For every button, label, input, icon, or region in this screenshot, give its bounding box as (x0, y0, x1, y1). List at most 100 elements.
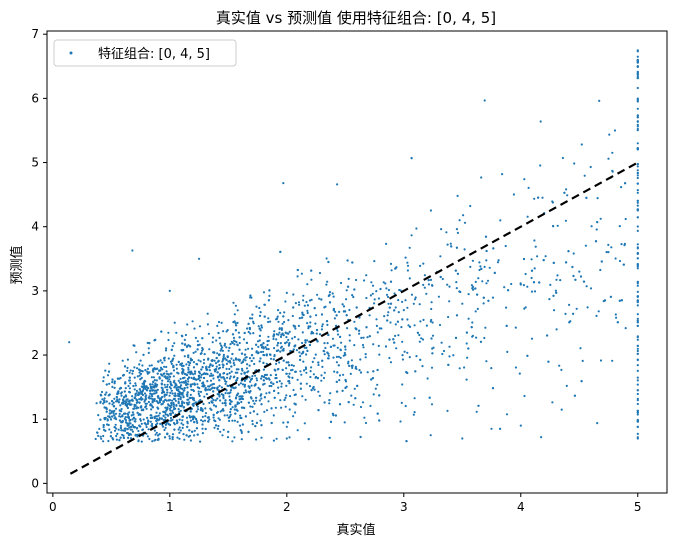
data-point (422, 283, 425, 286)
data-point (326, 351, 329, 354)
data-point (134, 433, 137, 436)
data-point (201, 427, 204, 430)
data-point (196, 340, 199, 343)
data-point (480, 267, 483, 270)
data-point (268, 289, 271, 292)
data-point (114, 423, 117, 426)
data-point (442, 349, 446, 353)
data-point (534, 245, 537, 248)
data-point (214, 405, 218, 408)
data-point (193, 399, 196, 402)
data-point (235, 408, 238, 411)
data-point (323, 350, 326, 353)
data-point (217, 367, 220, 370)
data-point (213, 359, 216, 362)
data-point (420, 337, 423, 340)
data-point (204, 389, 207, 392)
data-point (224, 357, 227, 360)
data-point (636, 317, 639, 320)
data-point (519, 283, 522, 286)
data-point (350, 394, 353, 397)
data-point (113, 397, 116, 400)
data-point (306, 283, 309, 286)
data-point (186, 323, 189, 326)
data-point (125, 398, 128, 401)
data-point (278, 361, 281, 364)
data-point (188, 364, 191, 367)
data-point (120, 407, 123, 411)
data-point (397, 311, 400, 314)
data-point (146, 435, 149, 438)
data-point (186, 377, 189, 381)
data-point (584, 244, 588, 247)
data-point (126, 406, 129, 409)
data-point (227, 430, 230, 433)
data-point (483, 99, 486, 102)
data-point (189, 393, 192, 396)
data-point (195, 417, 198, 421)
data-point (196, 348, 199, 351)
data-point (579, 275, 583, 278)
data-point (143, 381, 146, 384)
data-point (448, 345, 451, 348)
data-point (315, 328, 319, 332)
data-point (260, 403, 263, 406)
data-point (269, 353, 272, 356)
data-point (130, 428, 133, 431)
data-point (185, 393, 189, 396)
data-point (282, 182, 285, 185)
data-point (207, 388, 210, 391)
data-point (180, 364, 184, 367)
data-point (305, 353, 308, 356)
data-point (194, 370, 197, 373)
data-point (493, 271, 496, 274)
data-point (341, 389, 344, 392)
data-point (283, 398, 286, 402)
data-point (212, 398, 215, 402)
data-point (241, 369, 244, 372)
data-point (636, 304, 639, 307)
data-point (270, 407, 273, 410)
data-point (303, 369, 306, 372)
data-point (485, 249, 488, 253)
data-point (327, 354, 330, 357)
data-point (154, 433, 157, 436)
data-point (179, 384, 183, 387)
data-point (262, 353, 265, 357)
data-point (275, 338, 278, 341)
scatter-points (68, 49, 639, 443)
data-point (208, 374, 212, 377)
data-point (258, 399, 261, 402)
data-point (352, 295, 355, 299)
data-point (175, 419, 178, 422)
data-point (375, 324, 378, 327)
data-point (216, 397, 219, 400)
data-point (260, 436, 263, 439)
data-point (139, 418, 142, 421)
data-point (111, 381, 114, 384)
data-point (262, 379, 265, 382)
data-point (258, 339, 261, 342)
data-point (178, 410, 181, 413)
data-point (172, 375, 175, 378)
data-point (162, 391, 166, 394)
data-point (318, 271, 322, 275)
data-point (157, 360, 160, 363)
data-point (554, 289, 558, 292)
data-point (636, 171, 639, 175)
data-point (504, 244, 507, 248)
data-point (124, 387, 127, 390)
data-point (169, 375, 172, 378)
data-point (383, 315, 386, 318)
data-point (183, 389, 186, 392)
reference-line (69, 161, 639, 475)
data-point (233, 408, 236, 411)
data-point (469, 204, 472, 208)
data-point (353, 320, 356, 323)
data-point (134, 397, 137, 400)
data-point (310, 278, 313, 281)
data-point (171, 359, 174, 362)
data-point (277, 309, 280, 312)
data-point (166, 376, 169, 379)
data-point (247, 401, 250, 404)
